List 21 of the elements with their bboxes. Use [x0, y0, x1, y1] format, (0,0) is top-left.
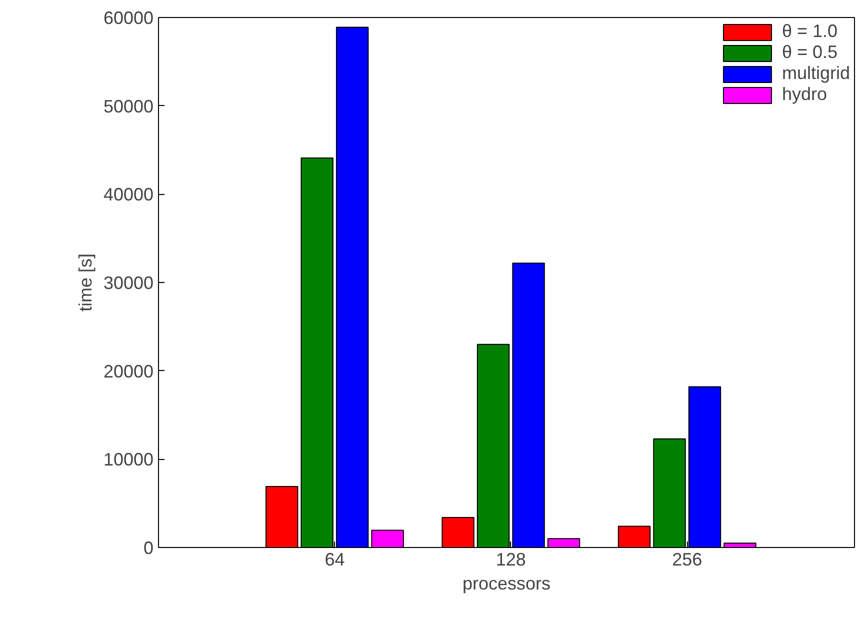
bar [442, 516, 474, 548]
y-tick-label: 10000 [103, 450, 154, 470]
legend-label: θ = 1.0 [782, 21, 838, 42]
x-tick-label: 128 [496, 550, 526, 570]
bar [371, 530, 404, 548]
y-tick-label: 30000 [103, 273, 154, 293]
y-axis-title: time [s] [75, 253, 96, 312]
legend-label: θ = 0.5 [782, 42, 838, 63]
y-tick-label: 0 [143, 538, 154, 558]
legend-label: hydro [782, 84, 827, 105]
y-tick-label: 60000 [103, 8, 154, 28]
y-tick-label: 40000 [103, 184, 154, 205]
legend-label: multigrid [782, 63, 850, 84]
x-tick-label: 64 [324, 550, 345, 570]
y-tick-label: 20000 [103, 361, 154, 382]
y-tick-label: 50000 [103, 96, 154, 116]
bar [265, 486, 298, 548]
x-axis-title: processors [462, 574, 551, 594]
bar [618, 526, 651, 548]
x-tick-label: 256 [672, 550, 702, 570]
bar [547, 538, 580, 548]
